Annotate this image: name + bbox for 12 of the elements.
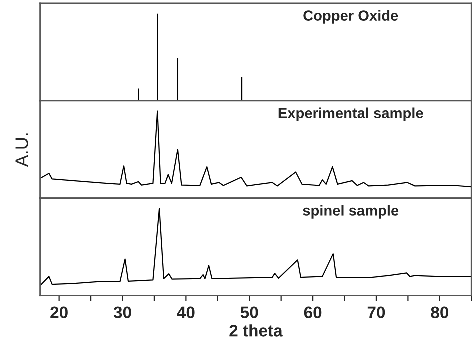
x-tick-label: 20 xyxy=(50,306,68,318)
x-tick-label: 40 xyxy=(177,306,195,318)
x-axis-title: 2 theta xyxy=(230,324,283,337)
chart-title: Experimental sample xyxy=(278,108,424,122)
x-tick-label: 50 xyxy=(240,306,258,318)
y-axis-title: A.U. xyxy=(16,134,28,168)
x-tick-label: 60 xyxy=(304,306,322,318)
chart-title: Copper Oxide xyxy=(304,10,398,24)
x-tick-label: 70 xyxy=(368,306,386,318)
x-tick-label: 30 xyxy=(114,306,132,319)
x-tick-label: 80 xyxy=(431,306,448,318)
chart-title: spinel sample xyxy=(303,205,399,219)
